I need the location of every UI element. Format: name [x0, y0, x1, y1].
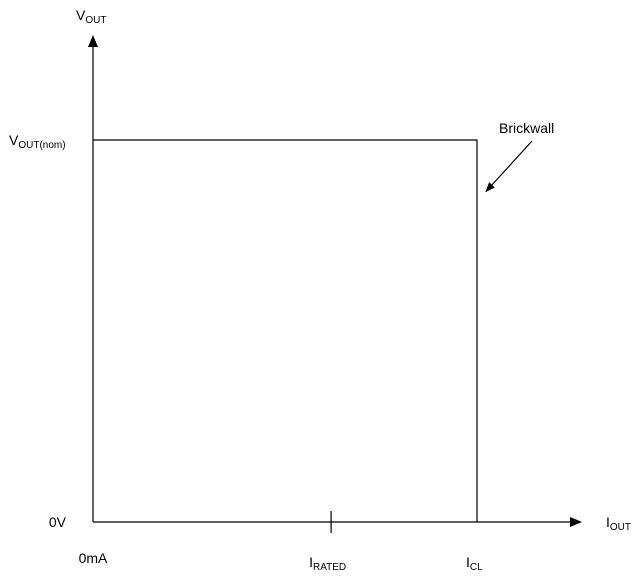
- x-tick-label-zero: 0mA: [79, 550, 108, 566]
- brickwall-annotation-label: Brickwall: [499, 120, 554, 136]
- x-tick-label-cl: ICL: [466, 554, 483, 573]
- y-tick-label-nom-sub: OUT(nom): [18, 140, 65, 151]
- y-tick-label-nom: VOUT(nom): [9, 132, 66, 151]
- x-tick-label-rated-sub: RATED: [313, 562, 346, 573]
- y-tick-label-nom-main: V: [9, 132, 19, 148]
- y-axis-label-sub: OUT: [85, 15, 106, 26]
- y-axis-label-main: V: [76, 7, 86, 23]
- x-axis-label-sub: OUT: [610, 522, 631, 533]
- x-tick-label-rated-main: I: [309, 554, 313, 570]
- brickwall-curve-line: [93, 139, 478, 522]
- x-axis-label-main: I: [606, 514, 610, 530]
- y-axis-arrow-icon: [88, 35, 98, 47]
- x-axis-arrow-icon: [570, 517, 582, 527]
- y-axis-label: VOUT: [76, 7, 106, 26]
- x-tick-label-cl-sub: CL: [470, 562, 483, 573]
- x-tick-label-rated: IRATED: [309, 554, 346, 573]
- x-tick-label-cl-main: I: [466, 554, 470, 570]
- brickwall-annotation-arrow-icon: [485, 140, 533, 193]
- y-tick-label-zero: 0V: [49, 514, 67, 530]
- x-axis-label: IOUT: [606, 514, 631, 533]
